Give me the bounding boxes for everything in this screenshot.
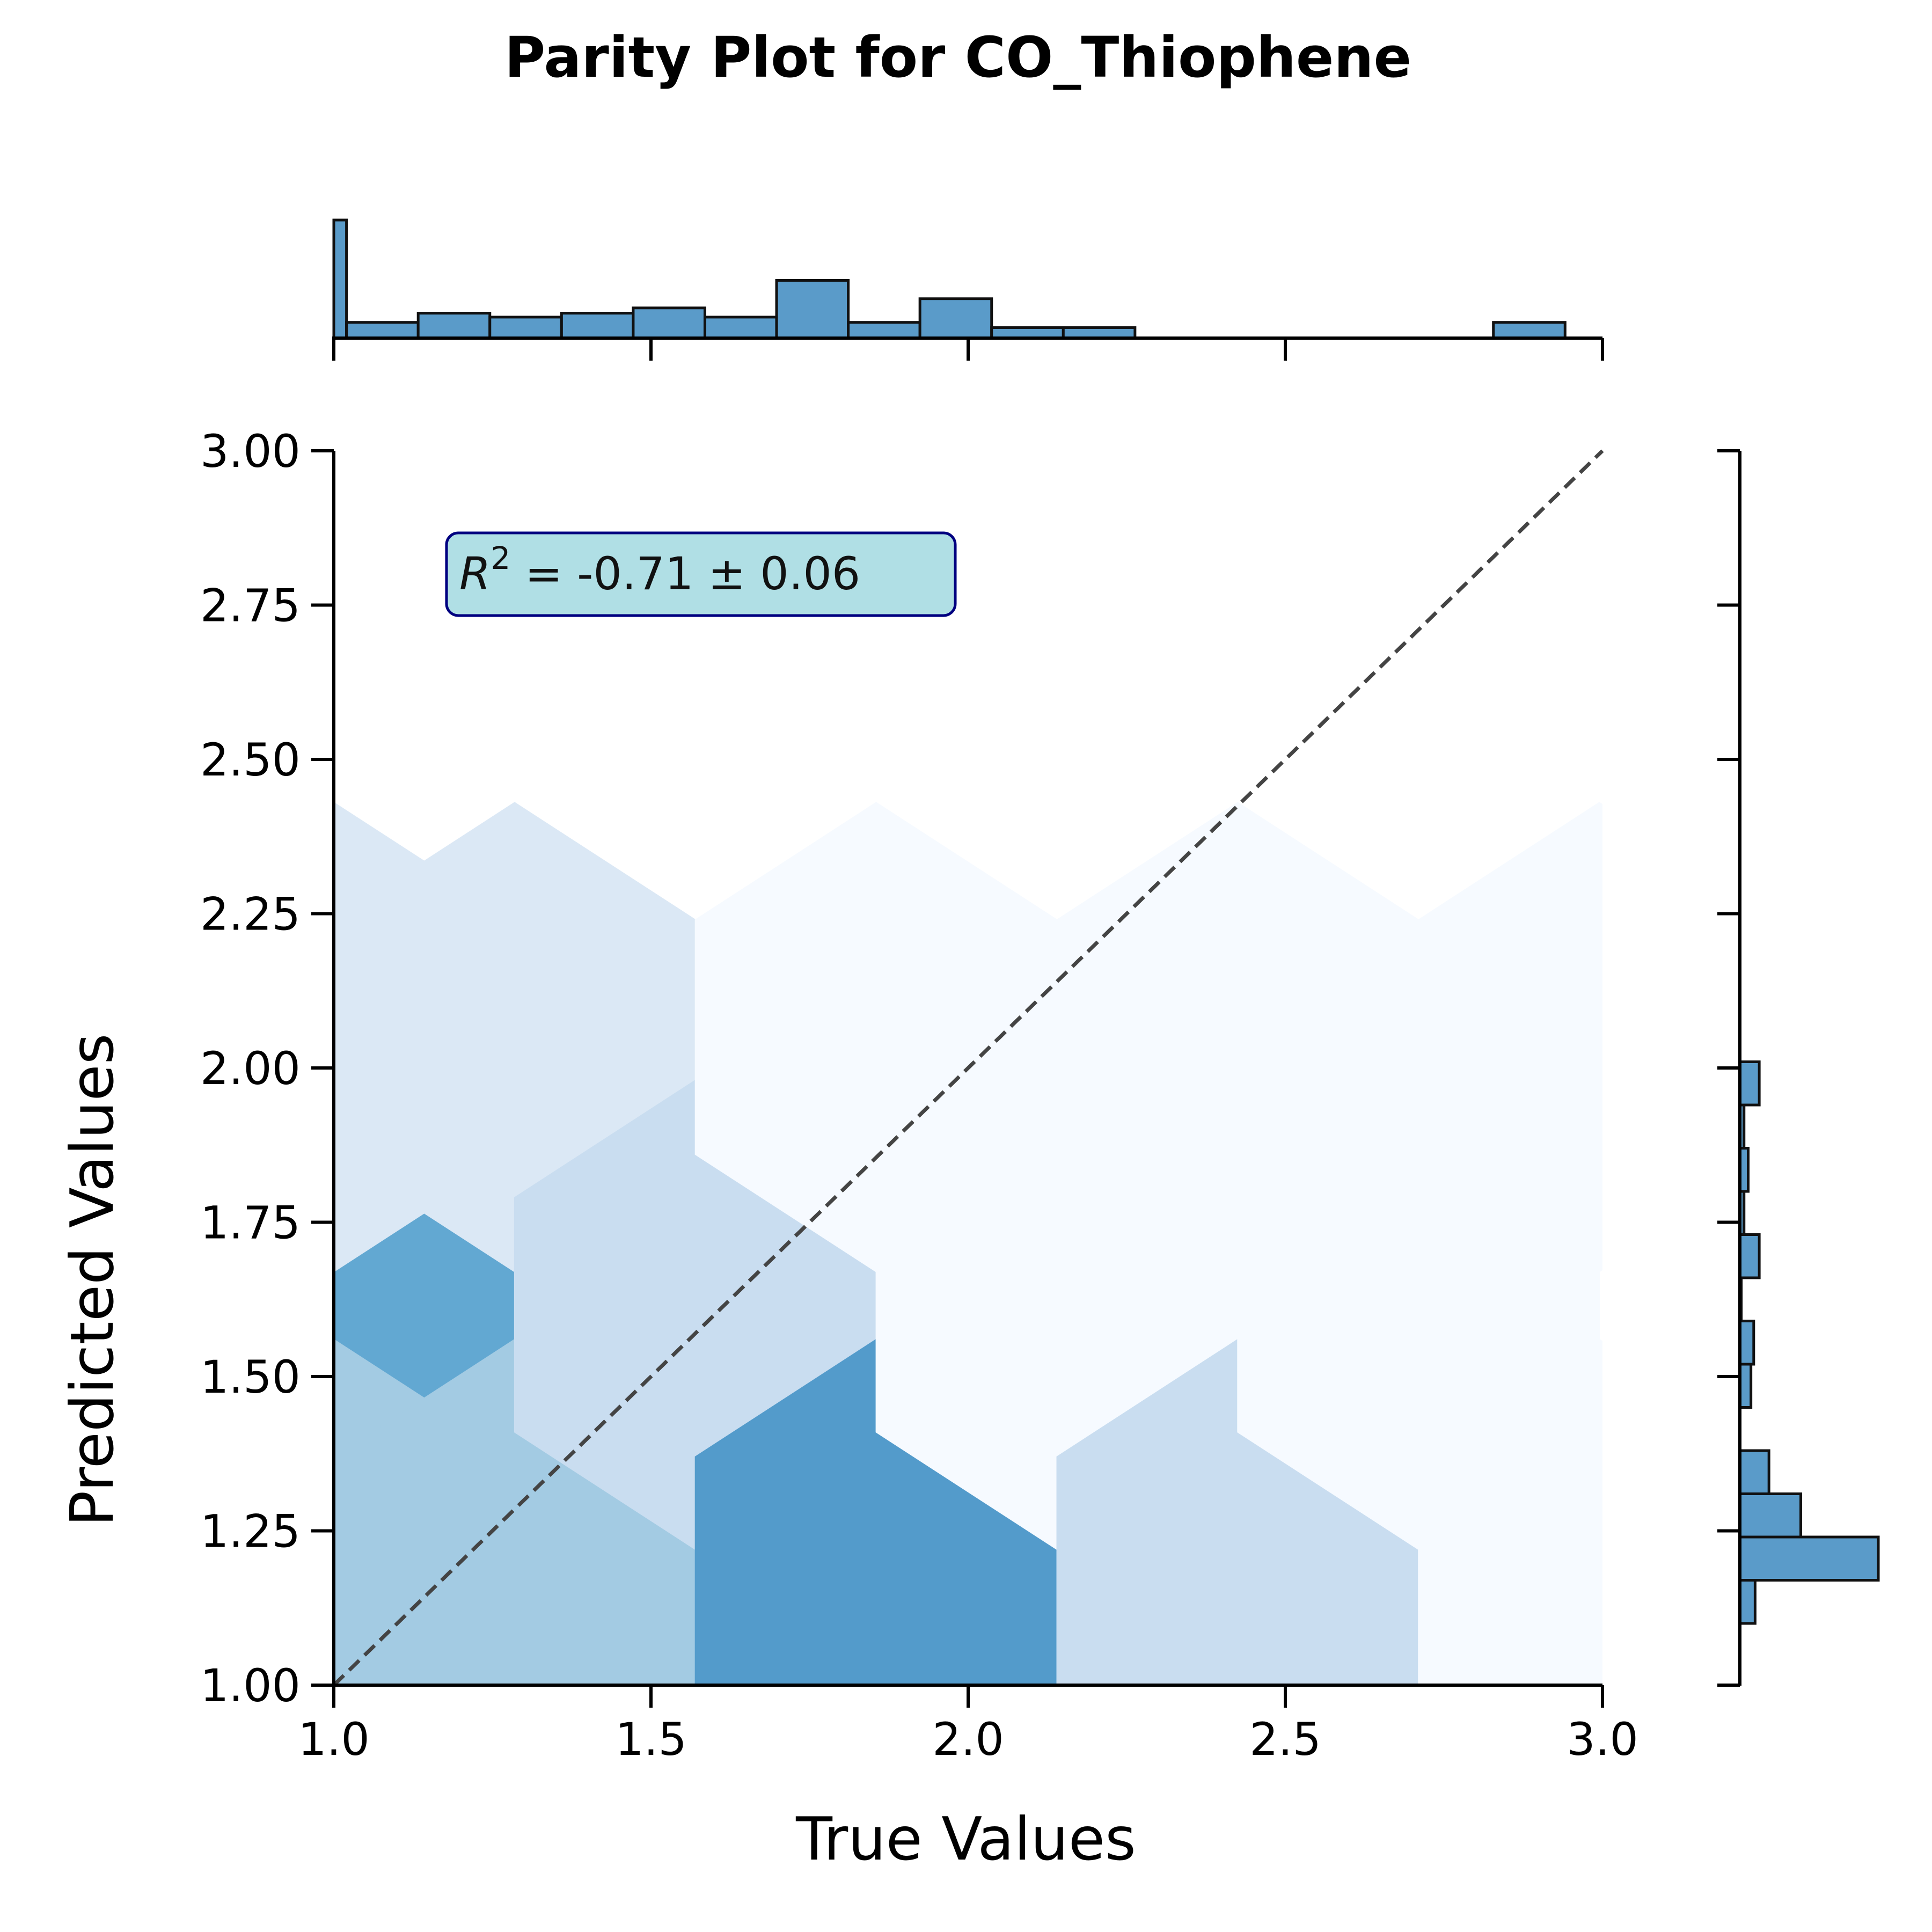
marginal-y-bar-2	[1738, 1492, 1803, 1539]
y-axis-label: Predicted Values	[58, 1033, 127, 1526]
y-tick-label-8: 3.00	[200, 425, 301, 478]
marginal-y-bar-3	[1738, 1449, 1770, 1495]
y-tick-label-4: 2.00	[200, 1042, 301, 1095]
main-axes: 1.0 1.5 2.0 2.5 3.0 1.00 1.25 1.50 1.75 2.00 2.25 2…	[200, 425, 1638, 1766]
hexbin-13	[1418, 802, 1602, 1272]
marginal-y-bar-1	[1738, 1535, 1880, 1582]
r2-annotation-box	[445, 531, 957, 617]
marginal-y-bar-6	[1738, 1320, 1755, 1366]
annotation-layer: R2 = -0.71 ± 0.06	[445, 531, 957, 617]
x-tick-label-4: 3.0	[1567, 1713, 1638, 1766]
marginal-x-bar-8	[847, 321, 921, 340]
marginal-x-bar-2	[416, 312, 492, 340]
y-tick-label-1: 1.25	[200, 1505, 301, 1558]
marginal-x-bar-17	[1492, 321, 1567, 340]
parity-layer	[332, 449, 1604, 1687]
y-tick-label-6: 2.50	[200, 734, 301, 786]
y-tick-label-7: 2.75	[200, 580, 301, 632]
marginal-x-bar-6	[703, 316, 778, 340]
marginal-x-histogram	[332, 218, 1604, 361]
marginal-x-bar-0	[332, 218, 348, 340]
hexbin-12	[1418, 1338, 1602, 1685]
marginal-x-bar-4	[560, 312, 635, 340]
y-tick-label-5: 2.25	[200, 888, 301, 941]
marginal-y-bar-0	[1738, 1579, 1757, 1625]
chart-title: Parity Plot for CO_Thiophene	[504, 25, 1411, 90]
x-axis-label: True Values	[795, 1805, 1136, 1874]
x-tick-label-0: 1.0	[298, 1713, 370, 1766]
marginal-y-bar-8	[1738, 1233, 1761, 1279]
marginal-y-histogram	[1717, 449, 1880, 1687]
x-tick-label-1: 1.5	[615, 1713, 687, 1766]
r2-symbol: R	[459, 547, 491, 600]
r2-superscript: 2	[491, 540, 510, 576]
y-tick-label-0: 1.00	[200, 1659, 301, 1712]
r2-annotation-text: R2 = -0.71 ± 0.06	[459, 540, 860, 600]
marginal-y-bar-12	[1738, 1060, 1761, 1107]
y-tick-label-2: 1.50	[200, 1351, 301, 1403]
marginal-y-bar-5	[1738, 1363, 1753, 1409]
x-tick-label-3: 2.5	[1249, 1713, 1321, 1766]
marginal-x-bar-9	[918, 297, 993, 340]
marginal-x-bar-5	[632, 306, 706, 340]
marginal-x-bar-3	[488, 316, 563, 340]
marginal-x-bar-1	[345, 321, 420, 340]
hexbin-layer	[334, 802, 1602, 1685]
parity-line	[332, 449, 1604, 1687]
x-tick-label-2: 2.0	[932, 1713, 1004, 1766]
r2-value: = -0.71 ± 0.06	[510, 547, 860, 600]
y-tick-label-3: 1.75	[200, 1197, 301, 1249]
marginal-x-bar-7	[775, 279, 850, 340]
